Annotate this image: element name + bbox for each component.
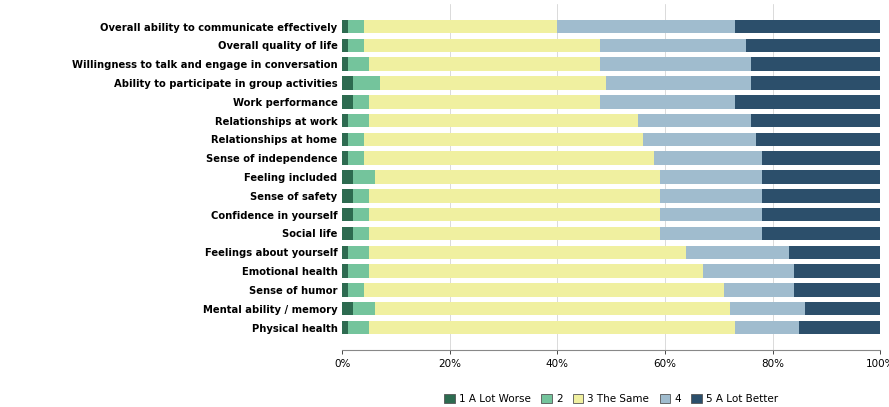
Bar bbox=[353, 170, 374, 184]
Bar bbox=[600, 57, 751, 71]
Bar bbox=[686, 245, 789, 259]
Bar bbox=[369, 227, 660, 240]
Bar bbox=[342, 57, 348, 71]
Bar bbox=[353, 189, 369, 203]
Bar bbox=[342, 133, 348, 146]
Bar bbox=[342, 264, 348, 278]
Bar bbox=[348, 283, 364, 297]
Bar bbox=[342, 20, 348, 33]
Bar bbox=[348, 264, 369, 278]
Bar bbox=[342, 114, 348, 127]
Bar bbox=[342, 170, 353, 184]
Bar bbox=[374, 170, 660, 184]
Bar bbox=[746, 39, 880, 52]
Bar bbox=[348, 151, 364, 165]
Bar bbox=[353, 95, 369, 109]
Bar bbox=[794, 264, 880, 278]
Bar bbox=[757, 133, 880, 146]
Bar bbox=[348, 133, 364, 146]
Bar bbox=[348, 245, 369, 259]
Bar bbox=[638, 114, 751, 127]
Bar bbox=[353, 227, 369, 240]
Bar bbox=[380, 76, 605, 90]
Bar bbox=[660, 189, 762, 203]
Bar bbox=[342, 302, 353, 315]
Bar bbox=[762, 170, 880, 184]
Bar bbox=[353, 208, 369, 221]
Bar bbox=[660, 208, 762, 221]
Bar bbox=[605, 76, 751, 90]
Bar bbox=[364, 39, 600, 52]
Legend: 1 A Lot Worse, 2, 3 The Same, 4, 5 A Lot Better: 1 A Lot Worse, 2, 3 The Same, 4, 5 A Lot… bbox=[440, 390, 782, 407]
Bar bbox=[794, 283, 880, 297]
Bar bbox=[369, 264, 702, 278]
Bar bbox=[342, 39, 348, 52]
Bar bbox=[762, 208, 880, 221]
Bar bbox=[369, 208, 660, 221]
Bar bbox=[348, 20, 364, 33]
Bar bbox=[342, 95, 353, 109]
Bar bbox=[600, 39, 746, 52]
Bar bbox=[805, 302, 880, 315]
Bar bbox=[342, 227, 353, 240]
Bar bbox=[751, 114, 880, 127]
Bar bbox=[762, 227, 880, 240]
Bar bbox=[364, 133, 644, 146]
Bar bbox=[369, 321, 735, 334]
Bar bbox=[369, 245, 686, 259]
Bar bbox=[654, 151, 762, 165]
Bar bbox=[348, 39, 364, 52]
Bar bbox=[342, 76, 353, 90]
Bar bbox=[374, 302, 730, 315]
Bar bbox=[369, 189, 660, 203]
Bar bbox=[600, 95, 735, 109]
Bar bbox=[762, 151, 880, 165]
Bar bbox=[660, 170, 762, 184]
Bar bbox=[644, 133, 757, 146]
Bar bbox=[735, 95, 880, 109]
Bar bbox=[364, 20, 557, 33]
Bar bbox=[369, 57, 600, 71]
Bar bbox=[789, 245, 880, 259]
Bar bbox=[353, 302, 374, 315]
Bar bbox=[364, 283, 725, 297]
Bar bbox=[730, 302, 805, 315]
Bar bbox=[342, 189, 353, 203]
Bar bbox=[725, 283, 794, 297]
Bar bbox=[342, 151, 348, 165]
Bar bbox=[735, 20, 880, 33]
Bar bbox=[342, 321, 348, 334]
Bar bbox=[364, 151, 654, 165]
Bar bbox=[342, 283, 348, 297]
Bar bbox=[342, 208, 353, 221]
Bar bbox=[342, 245, 348, 259]
Bar bbox=[369, 114, 638, 127]
Bar bbox=[348, 321, 369, 334]
Bar bbox=[751, 57, 880, 71]
Bar bbox=[702, 264, 794, 278]
Bar bbox=[353, 76, 380, 90]
Bar bbox=[660, 227, 762, 240]
Bar bbox=[735, 321, 799, 334]
Bar bbox=[799, 321, 880, 334]
Bar bbox=[348, 114, 369, 127]
Bar bbox=[557, 20, 735, 33]
Bar bbox=[751, 76, 880, 90]
Bar bbox=[369, 95, 600, 109]
Bar bbox=[762, 189, 880, 203]
Bar bbox=[348, 57, 369, 71]
